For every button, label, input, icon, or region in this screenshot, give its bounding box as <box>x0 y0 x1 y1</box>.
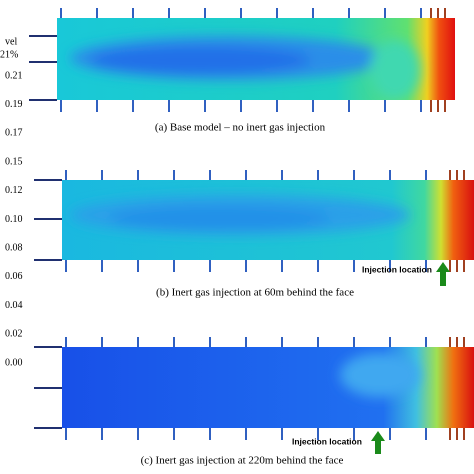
arrow <box>436 262 450 286</box>
injection-label: Injection location <box>292 436 362 446</box>
panel-b <box>62 180 474 260</box>
scale-labels: 0.21 0.19 0.17 0.15 0.12 0.10 0.08 0.06 0.04 0.02… <box>5 70 23 368</box>
panel-a <box>57 18 455 100</box>
scale-label: 0.04 <box>5 300 23 311</box>
scale-label: 0.17 <box>5 128 23 139</box>
scale-label: 0.19 <box>5 99 23 110</box>
scale-label: 0.02 <box>5 329 23 340</box>
caption: (a) Base model – no inert gas injection <box>155 122 326 134</box>
scale-label: 0.10 <box>5 214 23 225</box>
caption: (b) Inert gas injection at 60m behind th… <box>156 287 354 299</box>
scale-label: 0.21 <box>5 70 23 81</box>
tick-marks <box>29 8 465 440</box>
scale-label: 0.08 <box>5 242 23 253</box>
scale-label: 0.00 <box>5 357 23 368</box>
legend-subtitle: 21% <box>0 49 18 60</box>
injection-label: Injection location <box>362 264 432 274</box>
scale-label: 0.15 <box>5 156 23 167</box>
scale-label: 0.06 <box>5 271 23 282</box>
legend-title: vel <box>5 36 17 47</box>
arrow <box>371 431 385 454</box>
panel-c <box>62 347 474 428</box>
caption: (c) Inert gas injection at 220m behind t… <box>141 455 344 467</box>
scale-label: 0.12 <box>5 185 23 196</box>
